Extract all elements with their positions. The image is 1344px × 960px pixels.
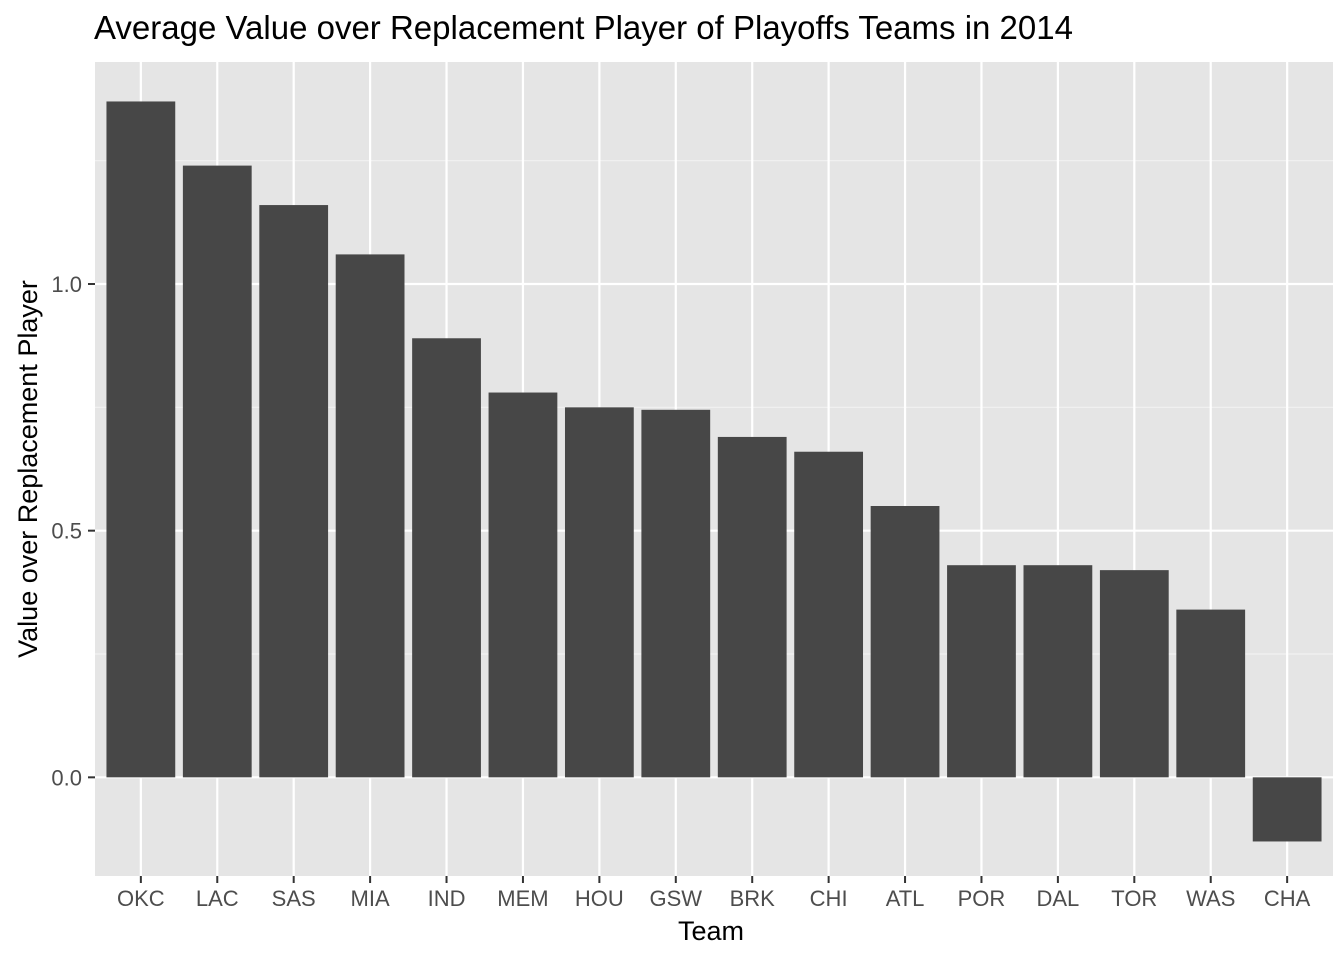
bar-brk: [717, 436, 787, 778]
x-tick-label-sas: SAS: [272, 886, 316, 911]
bar-dal: [1023, 565, 1093, 778]
chart-title: Average Value over Replacement Player of…: [94, 9, 1073, 46]
x-tick-label-brk: BRK: [730, 886, 776, 911]
y-axis-title: Value over Replacement Player: [13, 280, 43, 658]
bar-was: [1176, 609, 1246, 778]
bar-ind: [412, 338, 481, 778]
x-tick-label-tor: TOR: [1111, 886, 1157, 911]
x-tick-label-gsw: GSW: [650, 886, 703, 911]
bar-gsw: [641, 409, 711, 778]
x-tick-label-okc: OKC: [117, 886, 165, 911]
bar-lac: [182, 165, 252, 778]
x-tick-label-mia: MIA: [351, 886, 390, 911]
x-tick-label-por: POR: [958, 886, 1006, 911]
bar-chi: [794, 451, 864, 778]
x-tick-label-mem: MEM: [497, 886, 548, 911]
x-tick-label-was: WAS: [1186, 886, 1235, 911]
y-tick-label: 1.0: [51, 272, 82, 297]
bar-mia: [335, 254, 405, 778]
y-axis: 0.0 0.5 1.0: [51, 272, 95, 790]
x-axis: OKC LAC SAS MIA IND MEM HOU GSW BRK CHI ATL POR DAL T…: [117, 876, 1311, 911]
x-tick-label-atl: ATL: [886, 886, 925, 911]
x-tick-label-hou: HOU: [575, 886, 624, 911]
bar-okc: [106, 101, 176, 778]
y-tick-label: 0.5: [51, 519, 82, 544]
x-axis-title: Team: [678, 916, 744, 946]
bar-hou: [564, 407, 634, 778]
bar-atl: [870, 506, 940, 778]
x-tick-label-dal: DAL: [1036, 886, 1079, 911]
bars-group: [106, 101, 1322, 842]
y-tick-label: 0.0: [51, 765, 82, 790]
x-tick-label-lac: LAC: [196, 886, 239, 911]
x-tick-label-cha: CHA: [1264, 886, 1311, 911]
bar-cha: [1252, 777, 1322, 842]
bar-por: [947, 565, 1016, 778]
bar-tor: [1099, 570, 1169, 778]
bar-sas: [259, 205, 329, 778]
x-tick-label-ind: IND: [428, 886, 466, 911]
x-tick-label-chi: CHI: [810, 886, 848, 911]
bar-mem: [488, 392, 558, 778]
